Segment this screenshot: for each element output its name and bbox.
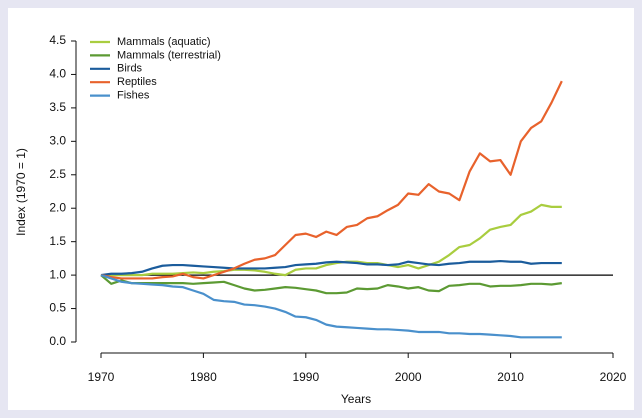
- x-tick-label: 1970: [88, 370, 115, 384]
- legend-label: Birds: [117, 63, 143, 75]
- y-tick-label: 2.0: [49, 200, 66, 214]
- series-line: [100, 274, 562, 295]
- series-line: [100, 80, 563, 280]
- legend-label: Mammals (aquatic): [117, 36, 211, 48]
- y-tick-label: 1.0: [49, 267, 66, 281]
- x-tick-label: 1990: [292, 370, 319, 384]
- legend-label: Reptiles: [117, 76, 157, 88]
- y-tick-label: 3.5: [49, 100, 66, 114]
- x-axis-label: Years: [341, 392, 371, 406]
- panel: [8, 8, 634, 410]
- series-line: [100, 259, 562, 277]
- x-tick-label: 1980: [190, 370, 217, 384]
- x-tick-label: 2010: [497, 370, 524, 384]
- y-tick-label: 4.0: [49, 67, 66, 81]
- legend-label: Mammals (terrestrial): [117, 49, 221, 61]
- series-line: [101, 203, 562, 277]
- legend-label: Fishes: [117, 90, 150, 102]
- y-tick-label: 0.5: [49, 301, 66, 315]
- y-tick-label: 2.5: [49, 167, 66, 181]
- y-tick-label: 1.5: [49, 234, 66, 248]
- y-axis-label: Index (1970 = 1): [14, 148, 28, 236]
- x-tick-label: 2020: [600, 370, 627, 384]
- y-tick-label: 4.5: [49, 33, 66, 47]
- series-line: [100, 274, 562, 339]
- y-tick-label: 3.0: [49, 134, 66, 148]
- y-tick-label: 0.0: [49, 334, 66, 348]
- x-tick-label: 2000: [395, 370, 422, 384]
